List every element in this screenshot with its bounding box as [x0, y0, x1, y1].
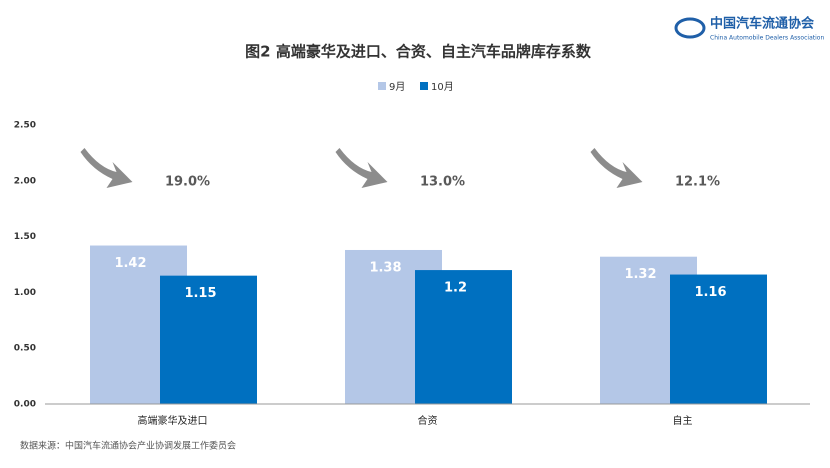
chart-title: 图2 高端豪华及进口、合资、自主汽车品牌库存系数: [245, 43, 592, 61]
legend-label: 10月: [431, 81, 454, 93]
data-label: 1.16: [694, 285, 726, 300]
data-label: 1.2: [444, 281, 467, 296]
arrow: [335, 148, 388, 188]
annotation: 13.0%: [420, 175, 465, 190]
y-tick-label: 1.00: [14, 288, 36, 298]
bar: [160, 275, 257, 404]
bar: [415, 270, 512, 404]
x-tick-label: 高端豪华及进口: [138, 414, 208, 427]
logo-icon: [674, 17, 706, 39]
y-tick-label: 2.00: [14, 176, 36, 186]
y-tick-label: 2.50: [14, 121, 36, 131]
y-tick-label: 0.50: [14, 344, 36, 354]
data-label: 1.42: [114, 256, 146, 271]
arrow: [590, 148, 643, 188]
x-tick-label: 合资: [418, 414, 438, 427]
annotation: 12.1%: [675, 175, 720, 190]
logo: 中国汽车流通协会 China Automobile Dealers Associ…: [674, 16, 824, 42]
source: 数据来源：中国汽车流通协会产业协调发展工作委员会: [20, 440, 236, 452]
arrow: [80, 148, 133, 188]
x-tick-label: 自主: [673, 414, 693, 427]
data-label: 1.32: [624, 267, 656, 282]
logo-subtitle: China Automobile Dealers Association: [710, 35, 824, 42]
legend-swatch: [378, 82, 386, 90]
annotation: 19.0%: [165, 175, 210, 190]
y-tick-label: 0.00: [14, 400, 36, 410]
logo-name: 中国汽车流通协会: [710, 16, 815, 32]
legend-label: 9月: [389, 81, 405, 93]
data-label: 1.38: [369, 260, 401, 275]
y-tick-label: 1.50: [14, 232, 36, 242]
data-label: 1.15: [184, 286, 216, 301]
bar: [670, 274, 767, 404]
legend-swatch: [420, 82, 428, 90]
